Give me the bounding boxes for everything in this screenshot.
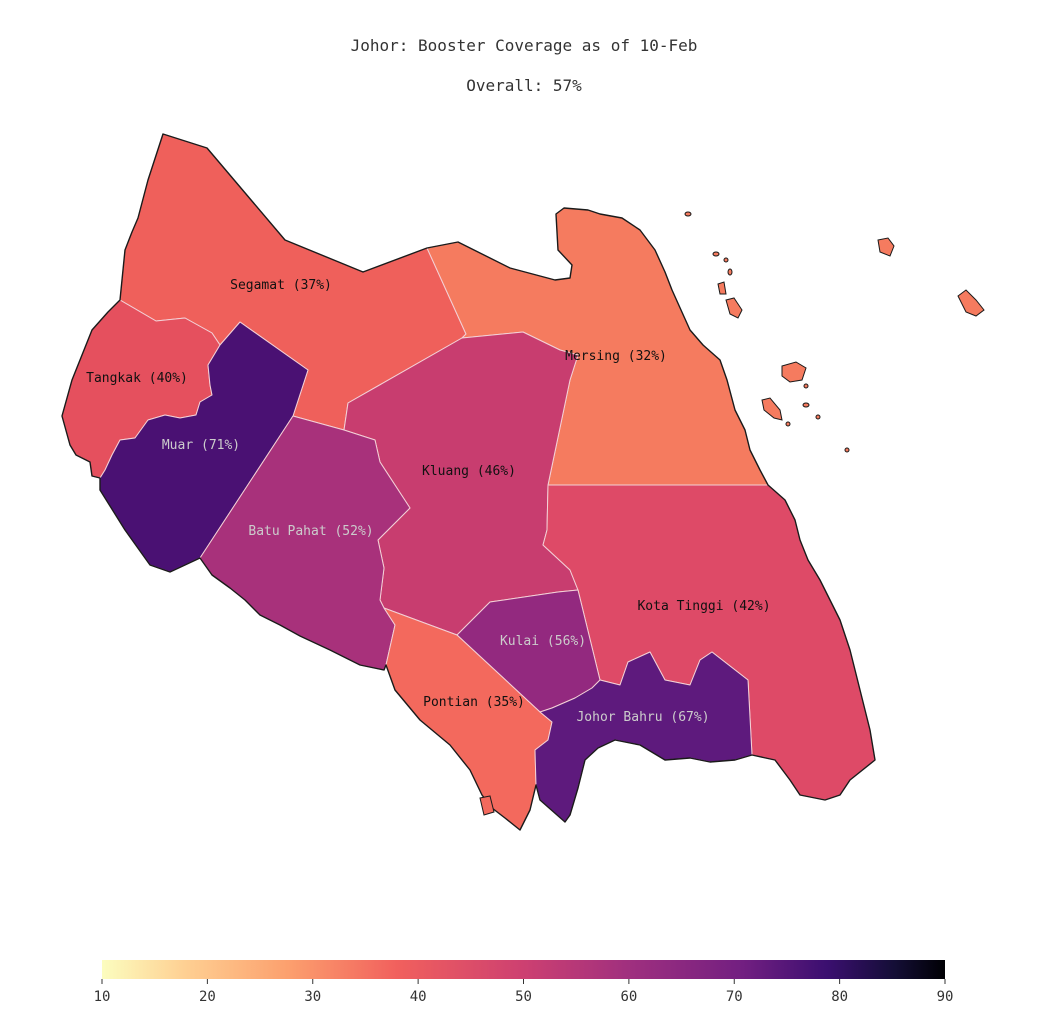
label-mersing: Mersing (32%) xyxy=(565,349,667,364)
label-johor-bahru: Johor Bahru (67%) xyxy=(576,710,709,725)
colorbar-tick-label: 80 xyxy=(831,989,848,1005)
colorbar-tick-label: 30 xyxy=(304,989,321,1005)
map-subtitle: Overall: 57% xyxy=(466,76,582,95)
label-kluang: Kluang (46%) xyxy=(422,464,516,479)
colorbar-tick-label: 50 xyxy=(515,989,532,1005)
colorbar-tick-label: 90 xyxy=(937,989,954,1005)
colorbar-tick-label: 20 xyxy=(199,989,216,1005)
label-tangkak: Tangkak (40%) xyxy=(86,371,188,386)
colorbar-tick-label: 10 xyxy=(94,989,111,1005)
map-title: Johor: Booster Coverage as of 10-Feb xyxy=(350,36,698,55)
colorbar: 10 20 30 40 50 60 70 80 90 xyxy=(94,960,954,1005)
offshore-islands xyxy=(479,211,985,816)
colorbar-tick-label: 60 xyxy=(620,989,637,1005)
colorbar-gradient xyxy=(102,960,945,979)
colorbar-tick-label: 40 xyxy=(410,989,427,1005)
label-muar: Muar (71%) xyxy=(162,438,240,453)
label-kota-tinggi: Kota Tinggi (42%) xyxy=(637,599,770,614)
label-segamat: Segamat (37%) xyxy=(230,278,332,293)
label-pontian: Pontian (35%) xyxy=(423,695,525,710)
coastline xyxy=(61,133,876,831)
label-batu-pahat: Batu Pahat (52%) xyxy=(248,524,373,539)
colorbar-tick-label: 70 xyxy=(726,989,743,1005)
label-kulai: Kulai (56%) xyxy=(500,634,586,649)
